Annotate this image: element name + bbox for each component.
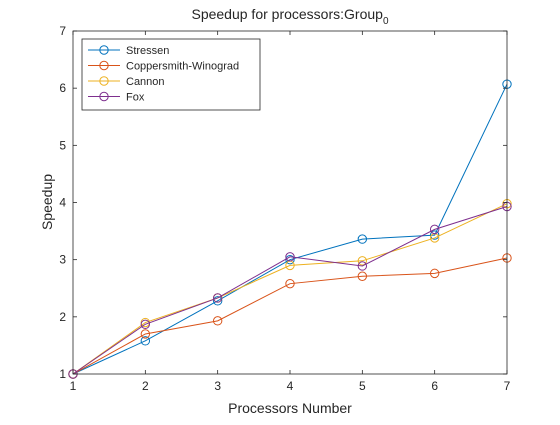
series-layer (68, 79, 512, 379)
chart-title: Speedup for processors:Group0 (191, 6, 388, 27)
legend-item-coppersmith-winograd: Coppersmith-Winograd (88, 61, 239, 73)
data-point-fox (212, 293, 223, 303)
x-tick-label: 1 (70, 379, 77, 393)
data-point-coppersmith-winograd (357, 271, 368, 281)
data-point-fox (285, 252, 295, 262)
y-tick-label: 1 (59, 367, 66, 381)
legend: Stressen Coppersmith-Winograd Cannon Fox (81, 38, 261, 111)
x-tick-label: 7 (504, 379, 511, 393)
series-line-stressen (72, 83, 508, 375)
series-line-cannon (72, 203, 508, 375)
data-point-coppersmith-winograd (285, 278, 295, 289)
ticks-layer: 1 2 3 4 5 6 7 1 2 3 4 5 6 7 (59, 24, 510, 393)
y-tick-label: 3 (59, 253, 66, 267)
x-axis-label: Processors Number (228, 400, 352, 416)
x-tick-label: 4 (287, 379, 294, 393)
data-point-fox (140, 319, 151, 329)
data-point-coppersmith-winograd (212, 316, 223, 326)
data-point-stressen (357, 234, 368, 244)
data-point-fox (357, 261, 368, 271)
data-point-coppersmith-winograd (429, 268, 440, 279)
legend-marker (99, 91, 109, 102)
data-point-stressen (140, 336, 151, 346)
legend-label: Fox (126, 92, 145, 104)
y-axis-label: Speedup (39, 174, 55, 230)
legend-marker (99, 45, 109, 55)
y-tick-label: 2 (59, 310, 66, 324)
legend-label: Cannon (126, 76, 165, 88)
series-line-coppersmith-winograd (72, 257, 508, 375)
legend-box (81, 38, 261, 111)
legend-item-cannon: Cannon (88, 76, 165, 88)
x-tick-label: 6 (431, 379, 438, 393)
x-tick-label: 2 (142, 379, 149, 393)
legend-marker (99, 60, 109, 71)
y-tick-label: 5 (59, 138, 66, 152)
x-tick-label: 5 (359, 379, 366, 393)
y-tick-label: 4 (59, 196, 66, 210)
legend-item-fox: Fox (88, 92, 145, 104)
y-tick-label: 7 (59, 24, 66, 38)
x-tick-label: 3 (214, 379, 221, 393)
y-tick-label: 6 (59, 81, 66, 95)
chart-title-subscript: 0 (383, 16, 389, 27)
data-point-fox (429, 224, 440, 235)
legend-label: Stressen (126, 45, 169, 57)
legend-label: Coppersmith-Winograd (126, 61, 239, 73)
data-point-stressen (212, 296, 223, 306)
data-point-cannon (357, 256, 368, 266)
data-point-stressen (429, 230, 440, 240)
legend-marker (99, 76, 109, 86)
series-line-fox (72, 206, 508, 375)
legend-item-stressen: Stressen (88, 45, 169, 57)
data-point-coppersmith-winograd (140, 329, 151, 339)
